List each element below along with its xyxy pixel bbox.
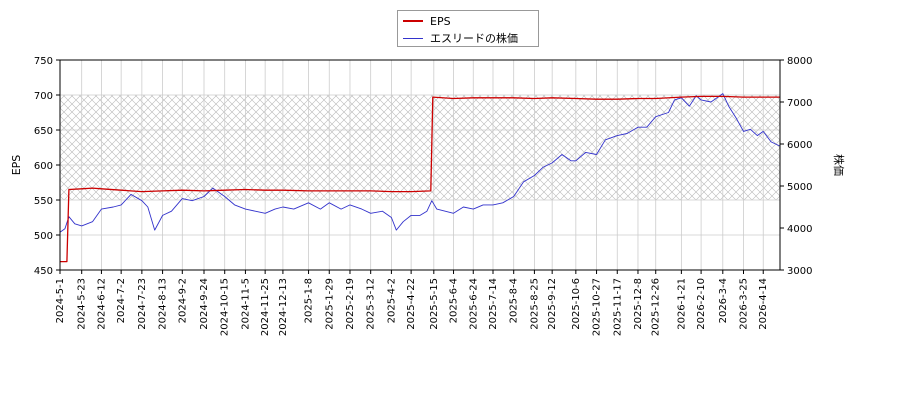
left-tick-label: 550	[34, 196, 53, 207]
x-tick-label: 2024-7-2	[116, 278, 127, 323]
left-tick-label: 450	[34, 266, 53, 277]
left-tick-label: 700	[34, 91, 53, 102]
right-tick-label: 8000	[787, 56, 812, 67]
x-tick-label: 2025-6-24	[468, 278, 479, 330]
x-tick-label: 2025-1-29	[324, 278, 335, 330]
right-axis-ticks: 3000 4000 5000 6000 7000 8000	[780, 56, 812, 277]
legend-label-eps: EPS	[430, 14, 451, 28]
x-tick-label: 2025-12-8	[633, 278, 644, 330]
left-axis-ticks: 450 500 550 600 650 700 750	[34, 56, 60, 277]
left-tick-label: 750	[34, 56, 53, 67]
x-tick-label: 2025-4-22	[406, 278, 417, 330]
legend-swatch-eps	[403, 20, 423, 22]
x-tick-label: 2024-10-15	[220, 278, 231, 336]
y-axis-label-right: 株価	[832, 154, 846, 176]
right-tick-label: 6000	[787, 140, 812, 151]
x-tick-label: 2025-8-25	[529, 278, 540, 330]
right-tick-label: 7000	[787, 98, 812, 109]
x-tick-label: 2025-4-2	[386, 278, 397, 323]
x-tick-label: 2025-12-26	[651, 278, 662, 336]
x-tick-label: 2025-1-8	[304, 278, 315, 323]
x-tick-label: 2024-7-23	[137, 278, 148, 330]
legend-label-stock-price: エスリードの株価	[430, 32, 518, 45]
legend-item-stock-price: エスリードの株価	[403, 30, 518, 46]
left-tick-label: 600	[34, 161, 53, 172]
right-tick-label: 4000	[787, 224, 812, 235]
y-axis-label-left: EPS	[10, 155, 23, 176]
x-tick-label: 2026-1-21	[676, 278, 687, 330]
x-tick-label: 2024-9-24	[199, 278, 210, 330]
x-tick-label: 2024-12-13	[278, 278, 289, 336]
legend-item-eps: EPS	[403, 13, 451, 29]
legend-swatch-stock-price	[403, 37, 423, 39]
hatched-range-band	[60, 95, 780, 200]
x-tick-label: 2025-3-12	[366, 278, 377, 330]
x-tick-label: 2024-11-5	[240, 278, 251, 330]
x-tick-label: 2024-8-13	[158, 278, 169, 330]
x-tick-label: 2026-2-10	[696, 278, 707, 330]
grid-lines	[59, 59, 780, 271]
x-tick-label: 2025-8-4	[509, 278, 520, 323]
x-tick-label: 2024-5-23	[77, 278, 88, 330]
left-tick-label: 500	[34, 231, 53, 242]
left-tick-label: 650	[34, 126, 53, 137]
x-tick-label: 2025-9-12	[547, 278, 558, 330]
x-tick-label: 2024-5-1	[55, 278, 66, 323]
x-tick-label: 2025-7-14	[488, 278, 499, 330]
x-tick-label: 2024-6-12	[96, 278, 107, 330]
x-axis-ticks: 2024-5-1 2024-5-23 2024-6-12 2024-7-2 2024-7…	[55, 270, 769, 336]
x-tick-label: 2025-11-17	[612, 278, 623, 336]
x-tick-label: 2024-11-25	[260, 278, 271, 336]
legend: EPS エスリードの株価	[397, 10, 539, 47]
x-tick-label: 2025-5-15	[429, 278, 440, 330]
x-tick-label: 2026-3-4	[718, 278, 729, 323]
eps-line	[60, 95, 780, 263]
right-tick-label: 5000	[787, 182, 812, 193]
x-tick-label: 2025-2-19	[345, 278, 356, 330]
right-tick-label: 3000	[787, 266, 812, 277]
x-tick-label: 2024-9-2	[177, 278, 188, 323]
x-tick-label: 2025-6-4	[449, 278, 460, 323]
series-layer	[59, 93, 781, 263]
plot-frame	[59, 59, 781, 271]
x-tick-label: 2026-4-14	[758, 278, 769, 330]
stock-price-line	[59, 93, 781, 233]
x-tick-label: 2025-10-6	[571, 278, 582, 330]
x-tick-label: 2025-10-27	[592, 278, 603, 336]
x-tick-label: 2026-3-25	[739, 278, 750, 330]
